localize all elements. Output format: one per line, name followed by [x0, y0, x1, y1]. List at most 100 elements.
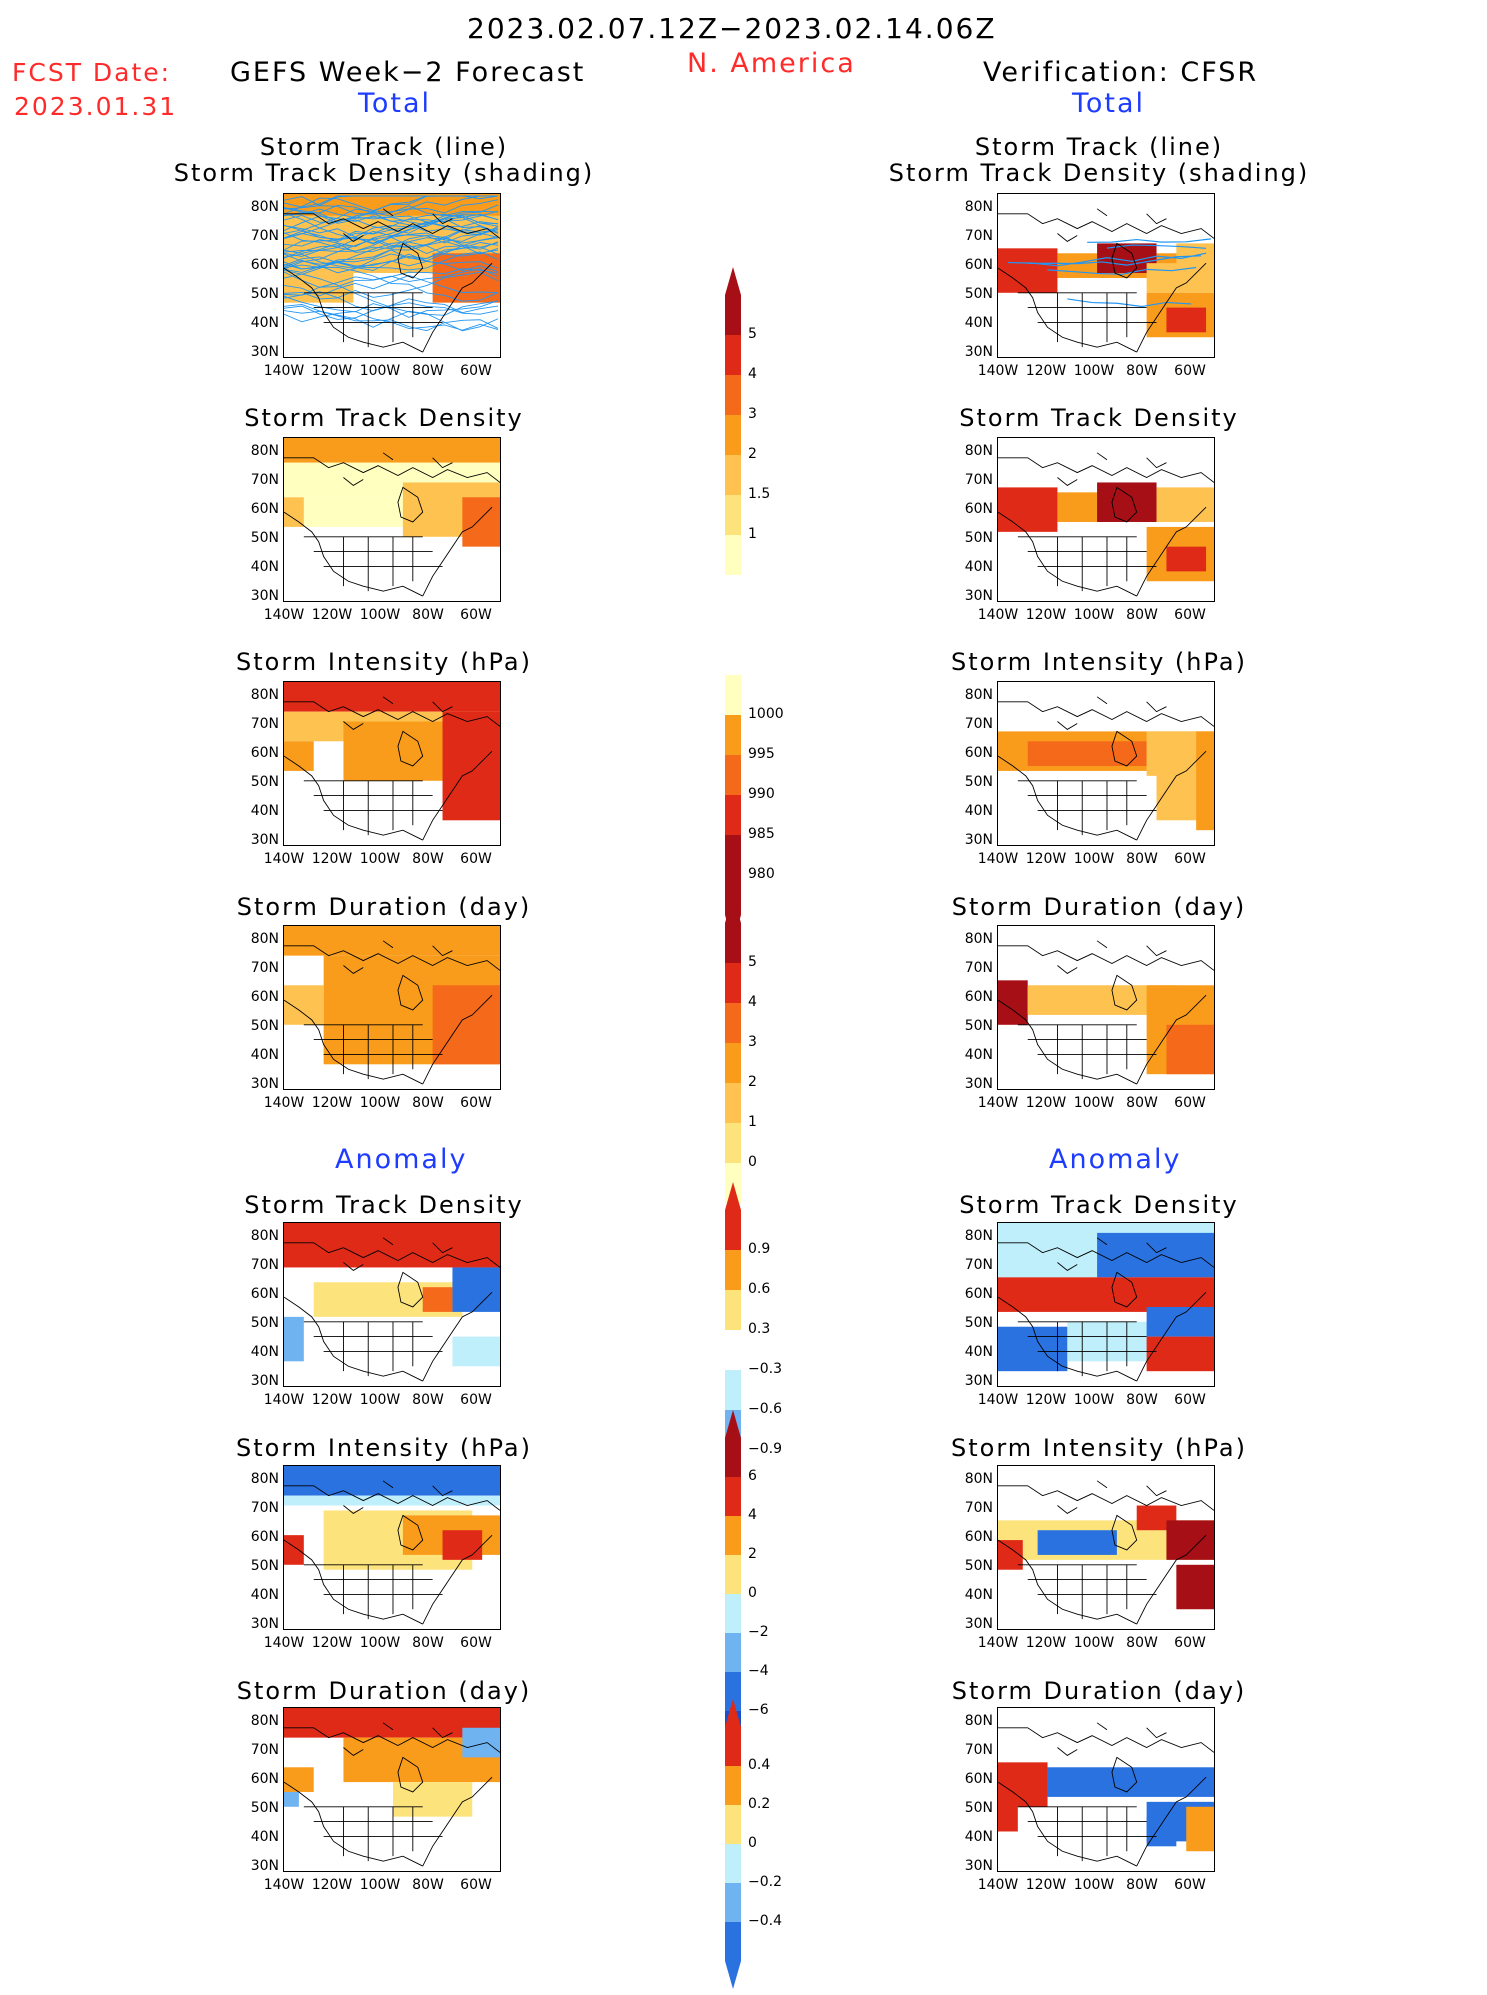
colorbar-density-anom-label: 0.3	[748, 1321, 771, 1337]
colorbar-intensity-total-swatch-3	[725, 795, 741, 835]
fcst-density-lat-label: 30N	[250, 588, 279, 604]
verification-track-line-4	[1087, 238, 1212, 243]
colorbar-intensity-anom-arrow-top	[725, 1410, 741, 1438]
fcst-duration-lon-label: 100W	[359, 1095, 401, 1111]
fcst-duration-anom-shade-2	[392, 1782, 473, 1817]
storm-track-line-21	[284, 271, 499, 300]
ver-duration-anom-lon-label: 60W	[1174, 1877, 1206, 1893]
fcst-density-anom-lon-label: 120W	[311, 1392, 353, 1408]
colorbar-intensity-total	[722, 645, 746, 945]
fcst-duration-anom-title: Storm Duration (day)	[236, 1677, 532, 1705]
fcst-intensity-anom-lon-label: 80W	[412, 1635, 444, 1651]
fcst-density-anom-lat-label: 30N	[250, 1373, 279, 1389]
ver-intensity-anom-lat-label: 70N	[964, 1500, 993, 1516]
ver-track-map-canvas	[998, 208, 1214, 353]
fcst-track-lon-label: 140W	[263, 363, 305, 379]
storm-track-line-34	[284, 207, 499, 234]
fcst-track-lat-label: 50N	[250, 286, 279, 302]
colorbar-duration-total-arrow-top	[725, 895, 741, 923]
fcst-density-anom-lat-label: 80N	[250, 1228, 279, 1244]
ver-intensity-anom-map	[997, 1465, 1215, 1630]
ver-intensity-map-canvas	[998, 696, 1214, 841]
fcst-intensity-lon-label: 120W	[311, 851, 353, 867]
ver-intensity-shade-1	[1027, 741, 1147, 766]
fcst-intensity-anom-lat-label: 70N	[250, 1500, 279, 1516]
colorbar-duration-anom-label: 0	[748, 1835, 757, 1851]
verification-total-label: Total	[1072, 88, 1146, 119]
fcst-intensity-anom-shade-0	[284, 1466, 500, 1496]
verification-column-title: Verification: CFSR	[983, 57, 1259, 88]
ver-intensity-anom-shade-3	[1166, 1520, 1214, 1560]
fcst-intensity-lat-label: 80N	[250, 687, 279, 703]
ver-density-shade-2	[1097, 482, 1157, 522]
storm-track-line-36	[284, 291, 499, 315]
fcst-track-line-title: Storm Track (line)	[259, 133, 509, 161]
ver-intensity-anom-lon-label: 80W	[1126, 1635, 1158, 1651]
fcst-intensity-title: Storm Intensity (hPa)	[236, 648, 532, 676]
fcst-density-anom-lon-label: 80W	[412, 1392, 444, 1408]
colorbar-duration-anom-arrow-bottom	[725, 1961, 741, 1989]
ver-intensity-anom-lon-label: 120W	[1025, 1635, 1067, 1651]
ver-intensity-lat-label: 40N	[964, 803, 993, 819]
ver-density-title: Storm Track Density	[959, 404, 1239, 432]
ver-density-anom-lat-label: 40N	[964, 1344, 993, 1360]
ver-duration-lon-label: 60W	[1174, 1095, 1206, 1111]
fcst-intensity-anom-lat-label: 30N	[250, 1616, 279, 1632]
storm-track-line-33	[284, 195, 499, 206]
fcst-track-lat-label: 80N	[250, 199, 279, 215]
colorbar-density-total-label: 2	[748, 446, 757, 462]
colorbar-density-total-swatch-4	[725, 455, 741, 495]
ver-duration-lat-label: 50N	[964, 1018, 993, 1034]
ver-density-anom-shade-5	[1146, 1306, 1214, 1337]
ver-intensity-lon-label: 100W	[1073, 851, 1115, 867]
colorbar-intensity-total-label: 995	[748, 746, 775, 762]
colorbar-density-anom-swatch-0	[725, 1210, 741, 1250]
ver-density-anom-lat-label: 70N	[964, 1257, 993, 1273]
fcst-density-anom-map	[283, 1222, 501, 1387]
fcst-duration-lat-label: 30N	[250, 1076, 279, 1092]
storm-track-line-7	[284, 253, 499, 274]
ver-duration-anom-lat-label: 50N	[964, 1800, 993, 1816]
fcst-duration-map-canvas	[284, 926, 500, 1085]
ver-intensity-anom-lat-label: 60N	[964, 1529, 993, 1545]
colorbar-intensity-anom-label: 2	[748, 1546, 757, 1562]
fcst-density-shade-5	[284, 497, 304, 527]
colorbar-intensity-total-svg	[725, 675, 741, 943]
fcst-intensity-anom-lon-label: 140W	[263, 1635, 305, 1651]
colorbar-intensity-anom-swatch-6	[725, 1672, 741, 1711]
colorbar-density-total-svg	[725, 267, 741, 575]
colorbar-intensity-total-swatch-2	[725, 755, 741, 795]
fcst-density-lat-label: 40N	[250, 559, 279, 575]
ver-track-shading-title: Storm Track Density (shading)	[888, 159, 1310, 187]
fcst-intensity-anom-shade-4	[442, 1530, 483, 1560]
ver-intensity-anom-lat-label: 80N	[964, 1471, 993, 1487]
fcst-intensity-anom-lat-label: 50N	[250, 1558, 279, 1574]
ver-intensity-lat-label: 80N	[964, 687, 993, 703]
ver-density-anom-lat-label: 50N	[964, 1315, 993, 1331]
ver-intensity-lon-label: 80W	[1126, 851, 1158, 867]
fcst-duration-anom-lat-label: 80N	[250, 1713, 279, 1729]
storm-track-line-31	[284, 236, 499, 269]
ver-duration-anom-shade-5	[1186, 1806, 1214, 1852]
verification-anomaly-label: Anomaly	[1049, 1144, 1182, 1175]
ver-density-map-canvas	[998, 452, 1214, 597]
colorbar-density-total-swatch-3	[725, 415, 741, 455]
fcst-intensity-lat-label: 60N	[250, 745, 279, 761]
colorbar-intensity-total-swatch-4	[725, 835, 741, 875]
ver-intensity-anom-lon-label: 100W	[1073, 1635, 1115, 1651]
ver-intensity-anom-title: Storm Intensity (hPa)	[951, 1434, 1247, 1462]
fcst-intensity-shade-2	[343, 721, 453, 781]
colorbar-density-total-swatch-2	[725, 375, 741, 415]
colorbar-intensity-anom-swatch-3	[725, 1555, 741, 1594]
fcst-intensity-anom-lat-label: 80N	[250, 1471, 279, 1487]
fcst-intensity-lat-label: 70N	[250, 716, 279, 732]
fcst-duration-lat-label: 80N	[250, 931, 279, 947]
colorbar-density-anom-swatch-2	[725, 1290, 741, 1330]
fcst-density-anom-lat-label: 40N	[250, 1344, 279, 1360]
ver-duration-anom-shade-4	[1146, 1816, 1177, 1847]
colorbar-intensity-total-swatch-0	[725, 675, 741, 715]
verification-track-line-3	[1067, 298, 1192, 308]
ver-intensity-map	[997, 681, 1215, 846]
ver-intensity-anom-lon-label: 140W	[977, 1635, 1019, 1651]
ver-density-anom-coastline	[998, 1237, 1214, 1382]
